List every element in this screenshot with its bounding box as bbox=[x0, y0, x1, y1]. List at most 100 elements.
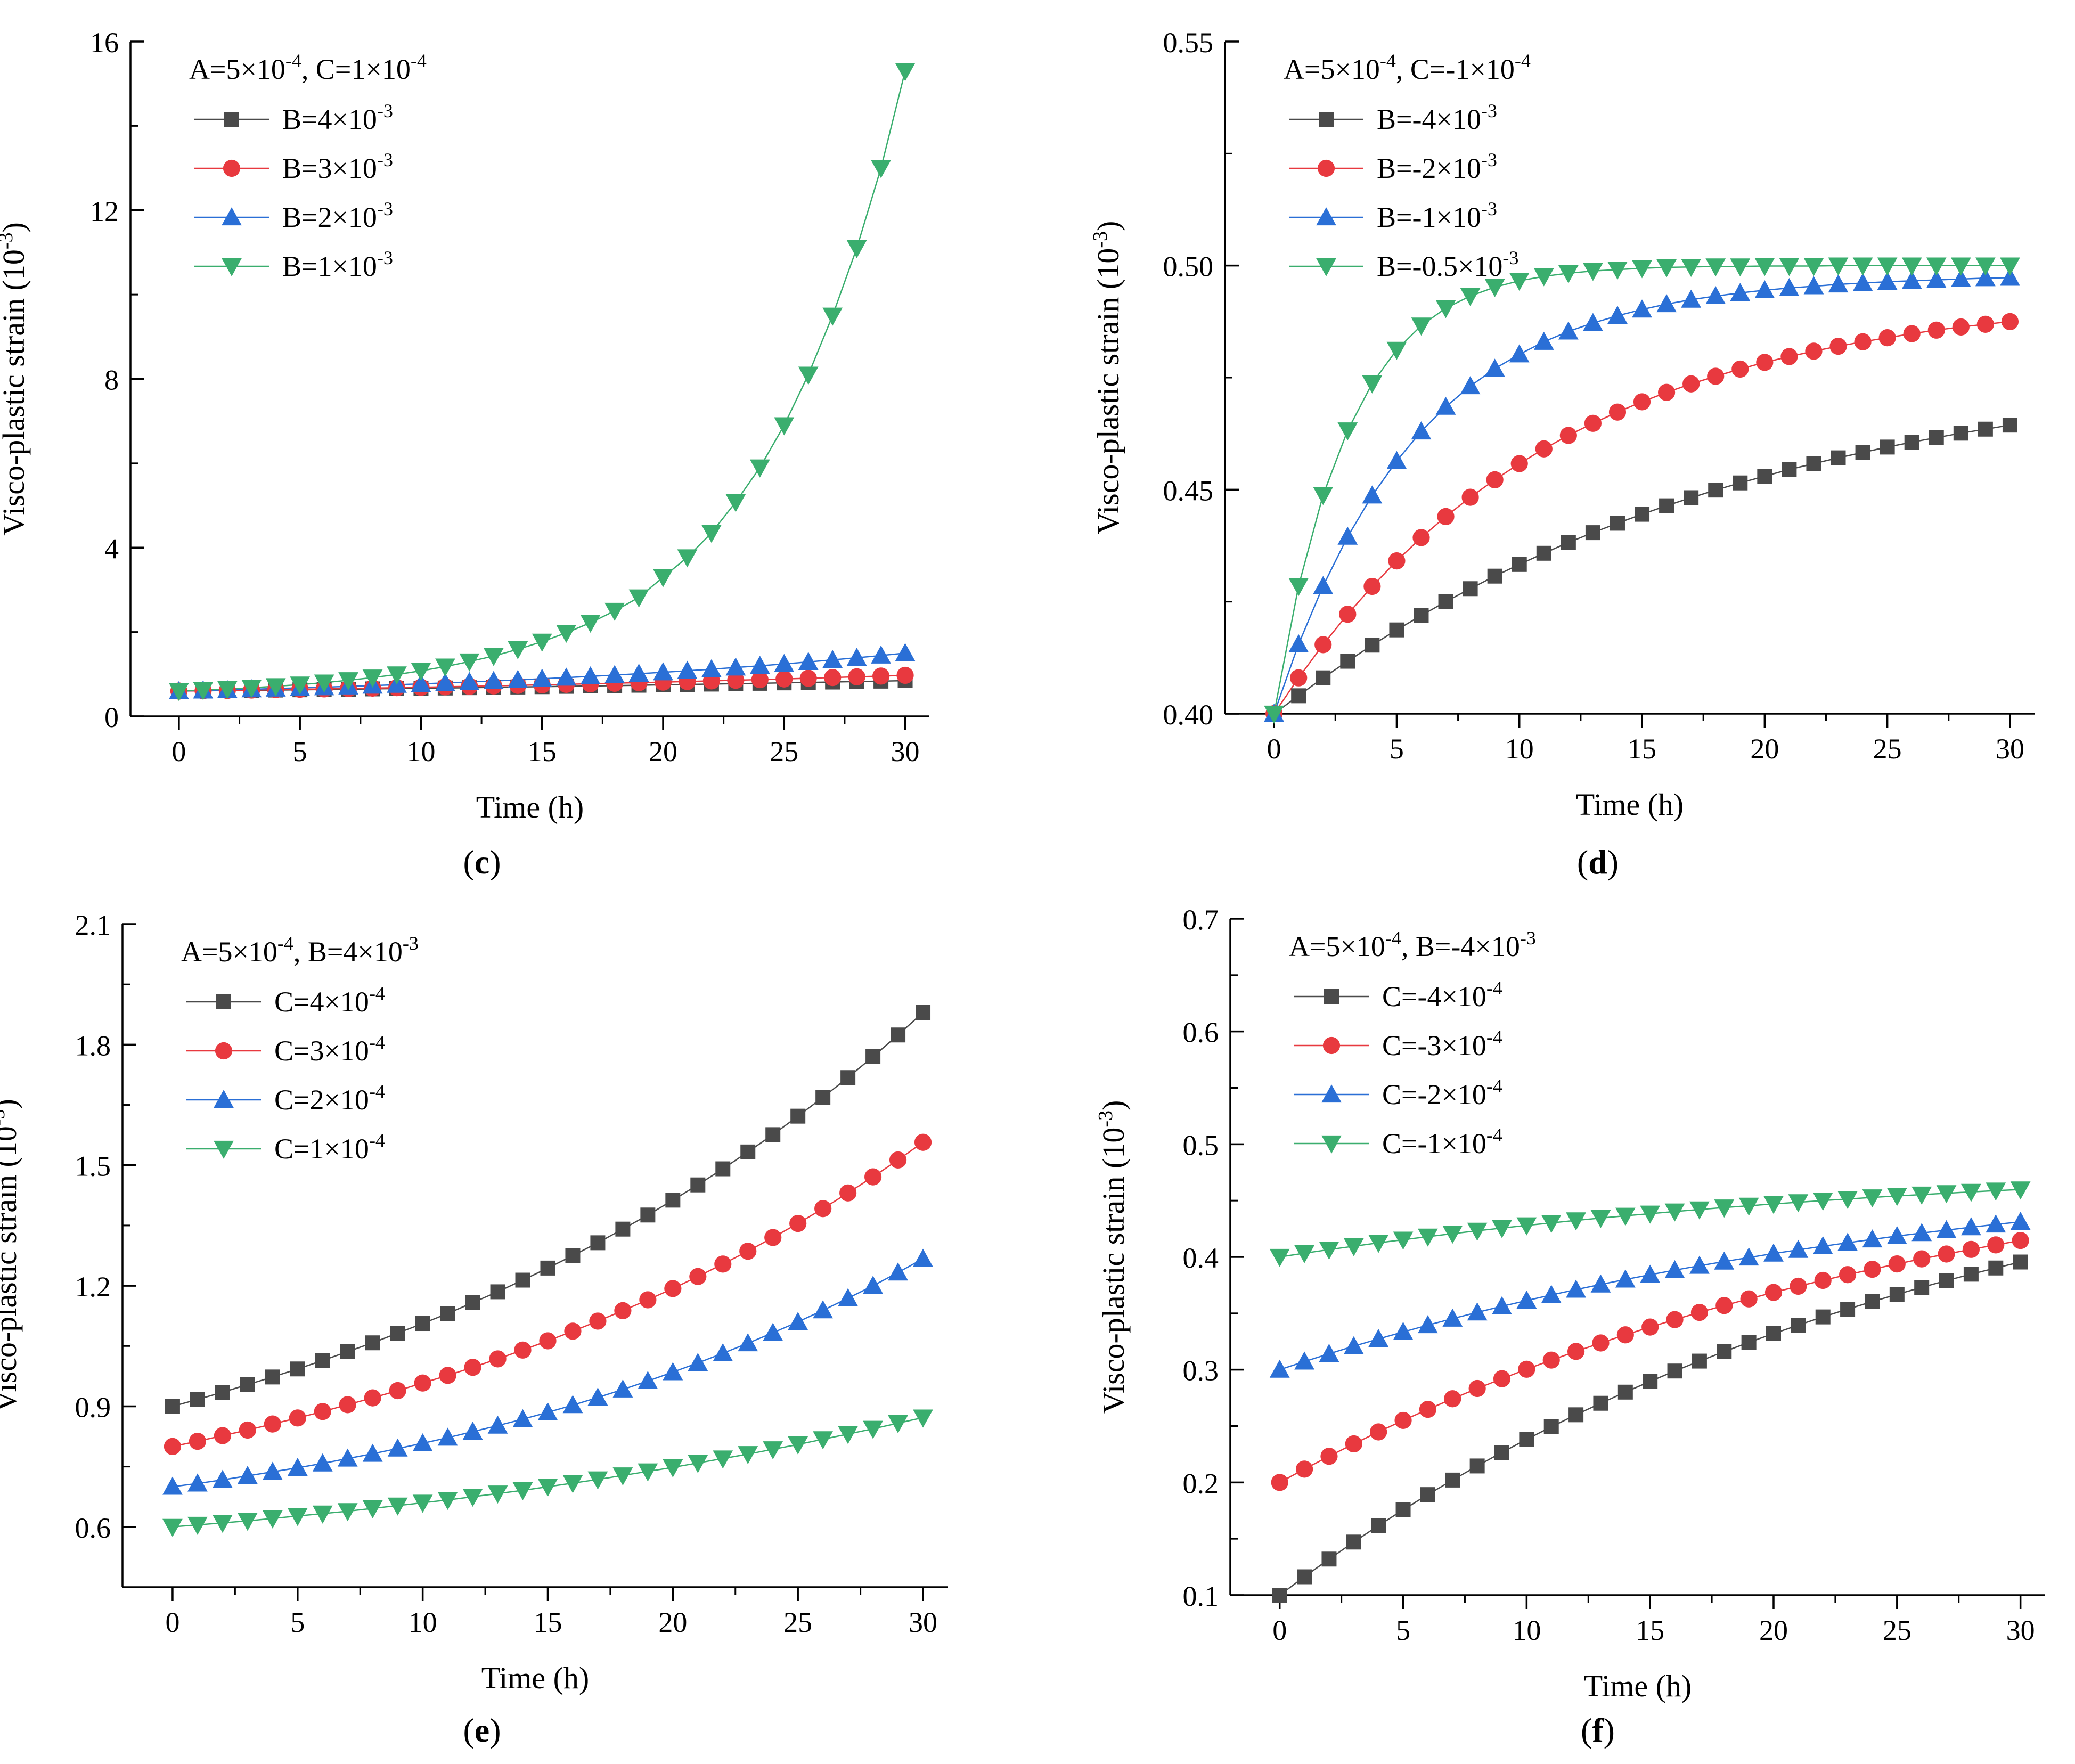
data-point bbox=[914, 1133, 932, 1151]
data-point bbox=[1952, 318, 1970, 336]
legend-marker bbox=[1322, 1036, 1341, 1055]
data-point bbox=[1269, 1248, 1290, 1267]
data-point bbox=[564, 1322, 582, 1340]
data-point bbox=[387, 666, 407, 685]
data-point bbox=[1337, 422, 1358, 441]
data-point bbox=[1467, 1222, 1488, 1241]
data-point bbox=[1321, 1551, 1337, 1567]
data-point bbox=[1864, 1260, 1881, 1278]
panel-label-close: ) bbox=[489, 1711, 501, 1749]
legend-entry-exponent: -4 bbox=[1486, 1075, 1502, 1097]
legend-entry: C=1×10-4 bbox=[274, 1130, 385, 1165]
data-point bbox=[1865, 1294, 1880, 1309]
data-point bbox=[615, 1221, 631, 1237]
data-point bbox=[824, 669, 842, 687]
data-point bbox=[539, 1332, 557, 1350]
x-tick-label: 30 bbox=[909, 1606, 937, 1638]
data-point bbox=[872, 667, 890, 685]
y-tick-label: 0 bbox=[104, 701, 119, 733]
data-point bbox=[1559, 427, 1577, 444]
data-point bbox=[315, 1353, 330, 1368]
data-point bbox=[1756, 354, 1774, 371]
data-point bbox=[265, 678, 286, 697]
data-point bbox=[1615, 1207, 1636, 1226]
x-tick-label: 30 bbox=[891, 736, 920, 767]
data-point bbox=[1689, 1255, 1710, 1274]
panel-label: (c) bbox=[463, 843, 501, 881]
data-point bbox=[314, 674, 334, 693]
data-point bbox=[169, 683, 189, 701]
x-tick-label: 20 bbox=[649, 736, 677, 767]
y-tick-label: 0.6 bbox=[1183, 1017, 1219, 1049]
legend-entry-text: B=-0.5×10 bbox=[1377, 250, 1502, 282]
data-point bbox=[1782, 462, 1797, 477]
data-point bbox=[1362, 375, 1383, 394]
x-tick-label: 10 bbox=[409, 1606, 437, 1638]
data-point bbox=[1978, 421, 1993, 437]
legend-entry-text: C=-1×10 bbox=[1382, 1128, 1486, 1159]
data-point bbox=[340, 1344, 355, 1359]
data-point bbox=[1592, 1334, 1610, 1352]
data-point bbox=[1610, 516, 1625, 531]
data-point bbox=[1681, 259, 1702, 277]
data-point bbox=[411, 663, 431, 681]
data-point bbox=[214, 1427, 231, 1444]
data-point bbox=[888, 1415, 908, 1434]
data-point bbox=[262, 1510, 283, 1529]
data-point bbox=[1938, 1245, 1955, 1263]
data-point bbox=[1779, 277, 1800, 296]
data-point bbox=[1886, 1188, 1907, 1206]
data-point bbox=[1412, 529, 1430, 546]
legend-entry-text: C=2×10 bbox=[274, 1084, 369, 1116]
data-point bbox=[1615, 1269, 1636, 1288]
data-point bbox=[628, 664, 649, 682]
data-point bbox=[665, 1193, 681, 1208]
data-point bbox=[1541, 1214, 1562, 1233]
legend-entry-exponent: -3 bbox=[1502, 247, 1518, 268]
data-point bbox=[1901, 271, 1922, 289]
data-point bbox=[414, 1374, 431, 1392]
data-point bbox=[411, 674, 431, 692]
data-point bbox=[763, 1322, 783, 1341]
data-point bbox=[738, 1446, 758, 1465]
x-tick-label: 15 bbox=[533, 1606, 562, 1638]
legend-header-part: A=5×10 bbox=[181, 936, 277, 968]
data-point bbox=[871, 645, 891, 664]
x-axis-label: Time (h) bbox=[1576, 787, 1684, 822]
legend-marker bbox=[222, 207, 242, 226]
data-point bbox=[314, 1403, 331, 1420]
data-point bbox=[556, 667, 577, 686]
data-point bbox=[537, 1479, 558, 1497]
data-point bbox=[1659, 498, 1674, 513]
data-point bbox=[437, 1427, 458, 1446]
data-point bbox=[1294, 1245, 1314, 1263]
data-point bbox=[1590, 1210, 1611, 1228]
data-point bbox=[189, 1433, 207, 1450]
panel-label-close: ) bbox=[489, 843, 501, 881]
data-point bbox=[217, 681, 238, 699]
data-point bbox=[435, 673, 455, 691]
data-point bbox=[1314, 636, 1332, 654]
legend-entry-exponent: -4 bbox=[369, 983, 385, 1004]
data-point bbox=[1561, 535, 1576, 550]
data-point bbox=[1953, 426, 1968, 441]
data-point bbox=[262, 1461, 283, 1480]
data-point bbox=[1535, 440, 1553, 458]
data-point bbox=[891, 1027, 906, 1043]
x-tick-label: 10 bbox=[1505, 733, 1534, 765]
y-tick-label: 1.5 bbox=[75, 1150, 111, 1182]
data-point bbox=[653, 569, 673, 587]
legend-header: A=5×10-4, B=4×10-3 bbox=[181, 933, 419, 968]
x-tick-label: 0 bbox=[1272, 1614, 1287, 1646]
data-point bbox=[664, 1280, 682, 1297]
data-point bbox=[715, 1161, 731, 1177]
data-point bbox=[241, 680, 262, 698]
data-point bbox=[639, 1291, 657, 1309]
data-point bbox=[1484, 358, 1505, 377]
legend-entry-exponent: -4 bbox=[369, 1130, 385, 1151]
y-axis-label-exponent: -3 bbox=[0, 232, 17, 249]
data-point bbox=[628, 589, 649, 608]
data-point bbox=[1657, 383, 1676, 401]
x-tick-label: 0 bbox=[165, 1606, 179, 1638]
data-point bbox=[1763, 1196, 1784, 1214]
